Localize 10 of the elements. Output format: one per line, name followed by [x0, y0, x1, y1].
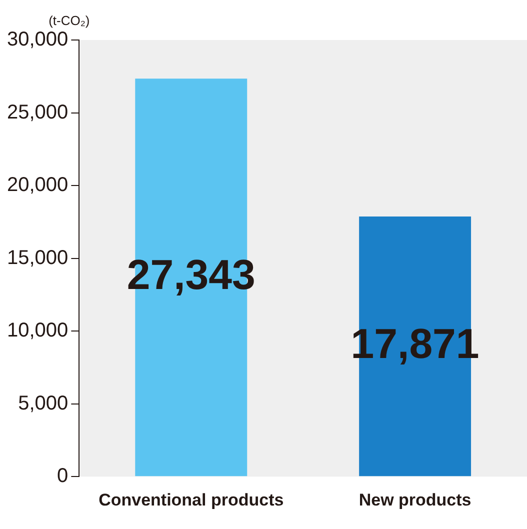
y-tick-label: 30,000 [7, 28, 68, 51]
y-tick-label: 20,000 [7, 174, 68, 196]
y-axis-title: (t-CO₂) [48, 13, 90, 28]
y-tick-label: 5,000 [18, 392, 68, 414]
x-tick-label: Conventional products [98, 490, 284, 510]
x-tick-label: New products [358, 490, 472, 510]
y-tick-label: 0 [57, 465, 68, 488]
y-tick-label: 10,000 [7, 320, 68, 342]
y-tick-label: 15,000 [7, 246, 68, 269]
y-tick-label: 25,000 [7, 101, 68, 124]
